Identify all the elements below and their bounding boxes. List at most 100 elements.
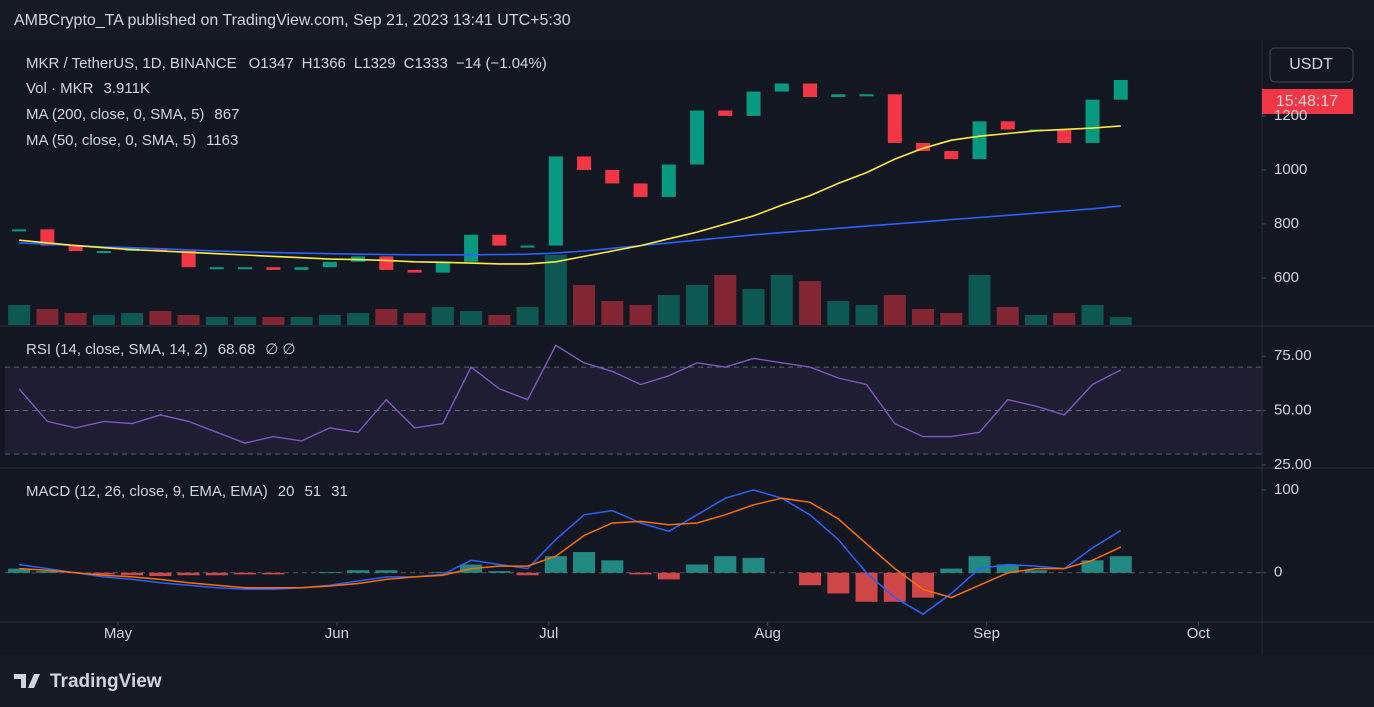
legend-text: 1329	[362, 55, 395, 72]
histogram-bar	[940, 568, 963, 573]
candle	[40, 229, 55, 246]
histogram-bar	[1109, 556, 1132, 573]
y-tick-label: 800	[1274, 215, 1299, 232]
histogram-bar	[318, 571, 341, 573]
tv-logo	[14, 674, 40, 688]
candle	[492, 234, 507, 246]
x-tick-label: Jun	[325, 625, 349, 642]
volume-bar	[601, 301, 624, 325]
volume-bar	[8, 305, 31, 325]
histogram-bar	[855, 572, 878, 602]
legend-text: 1366	[313, 55, 346, 72]
legend-text: 1347	[260, 55, 293, 72]
legend-text: Vol · MKR	[26, 80, 94, 97]
volume-bar	[290, 317, 313, 325]
y-tick-label: 0	[1274, 564, 1282, 581]
y-tick-label: 50.00	[1274, 402, 1312, 419]
chart-area	[0, 40, 1374, 655]
candle	[746, 91, 761, 116]
volume-bar	[657, 295, 680, 325]
y-tick-label: 1200	[1274, 107, 1307, 124]
volume-bar	[431, 307, 454, 325]
histogram-bar	[36, 571, 59, 573]
x-tick-label: May	[104, 625, 133, 642]
legend-text: 1333	[414, 55, 447, 72]
candle	[887, 94, 902, 143]
volume-bar	[770, 275, 793, 325]
x-tick-label: Jul	[539, 625, 558, 642]
volume-bar	[799, 281, 822, 325]
x-tick-label: Aug	[754, 625, 781, 642]
volume-bar	[262, 317, 285, 325]
volume-bar	[92, 315, 115, 325]
volume-bar	[121, 313, 144, 325]
legend-text: MACD (12, 26, close, 9, EMA, EMA)	[26, 483, 268, 500]
candle	[916, 142, 931, 152]
line	[18, 489, 1122, 616]
volume-bar	[375, 309, 398, 325]
legend-text: RSI (14, close, SMA, 14, 2)	[26, 341, 208, 358]
candle	[661, 164, 676, 197]
line	[19, 125, 1121, 265]
histogram-bar	[92, 572, 115, 575]
legend-value: 20	[278, 483, 295, 500]
volume-bar	[1081, 305, 1104, 325]
histogram-bar	[262, 572, 285, 575]
volume-bar	[205, 317, 228, 325]
header: AMBCrypto_TA published on TradingView.co…	[14, 12, 571, 29]
volume-bar	[64, 313, 87, 325]
legend-value: 31	[331, 483, 348, 500]
countdown: 15:48:17	[1276, 93, 1338, 110]
y-tick-label: 75.00	[1274, 347, 1312, 364]
volume-bar	[1109, 317, 1132, 325]
candle	[859, 94, 874, 97]
y-tick-label: 600	[1274, 269, 1299, 286]
histogram-bar	[827, 572, 850, 594]
line	[19, 205, 1121, 256]
volume-bar	[968, 275, 991, 325]
volume-bar	[827, 301, 850, 325]
histogram-bar	[516, 572, 539, 576]
volume-bar	[742, 289, 765, 325]
legend-text: H	[302, 55, 313, 72]
histogram-bar	[205, 572, 228, 576]
candle	[803, 83, 818, 97]
volume-bar	[318, 315, 341, 325]
candle	[238, 267, 253, 270]
histogram-bar	[177, 572, 200, 576]
histogram-bar	[431, 571, 454, 573]
y-tick-label: 100	[1274, 481, 1299, 498]
candle	[1057, 129, 1072, 143]
legend-text: 867	[214, 106, 239, 123]
volume-bar	[686, 285, 709, 325]
histogram-bar	[968, 556, 991, 573]
legend-text: O	[249, 55, 261, 72]
histogram-bar	[912, 572, 935, 598]
x-tick-label: Sep	[973, 625, 1000, 642]
candle	[12, 229, 27, 232]
legend-text: C	[404, 55, 415, 72]
currency[interactable]: USDT	[1289, 56, 1333, 73]
candle	[294, 267, 309, 270]
candle	[1085, 99, 1100, 143]
line	[18, 344, 1122, 444]
candle	[379, 256, 394, 270]
candle	[153, 248, 168, 251]
currency-button[interactable]	[1269, 47, 1354, 83]
candle	[690, 110, 705, 165]
candle	[577, 156, 592, 170]
candle	[972, 121, 987, 160]
y-tick-label: 1000	[1274, 161, 1307, 178]
countdown-badge	[1262, 89, 1353, 114]
histogram-bar	[488, 571, 511, 573]
legend-text: 1163	[206, 132, 238, 149]
candle	[774, 83, 789, 92]
legend-text: L	[354, 55, 362, 72]
candle	[209, 267, 224, 270]
candle	[718, 110, 733, 116]
histogram-bar	[629, 572, 652, 575]
candle	[633, 183, 648, 197]
logo-mark	[14, 674, 40, 688]
volume-bar	[403, 313, 426, 325]
